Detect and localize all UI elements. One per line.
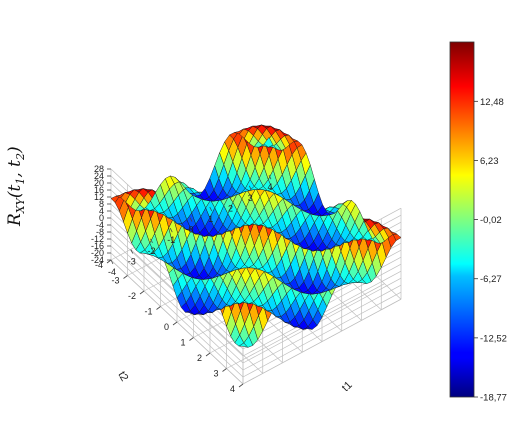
z-tick-label: -12 <box>91 234 104 244</box>
t2-tick-mark <box>123 275 128 279</box>
z-tick-label: 24 <box>94 171 104 181</box>
t2-tick-label: -2 <box>128 291 136 301</box>
t2-tick-label: 0 <box>164 322 169 332</box>
t2-tick-mark <box>172 321 178 326</box>
z-tick-label: 12 <box>94 192 104 202</box>
t2-tick-mark <box>156 306 161 310</box>
t2-tick-mark <box>106 259 112 264</box>
colorbar-tick-label: -6,27 <box>480 274 502 285</box>
t2-tick-label: -4 <box>95 260 103 270</box>
t1-tick-mark <box>169 228 173 233</box>
gridline <box>110 252 244 378</box>
t2-tick-label: 2 <box>197 353 202 363</box>
t2-tick-label: 1 <box>180 338 185 348</box>
surface-patch <box>263 136 274 148</box>
z-tick-label: 20 <box>94 178 104 188</box>
t1-tick-mark <box>229 196 232 201</box>
colorbar-gradient <box>449 41 475 398</box>
t1-tick-mark <box>268 175 272 180</box>
gridline <box>242 284 402 371</box>
t1-tick-label: 2 <box>228 203 233 213</box>
t1-tick-label: 1 <box>208 214 213 224</box>
z-tick-label: 16 <box>94 185 104 195</box>
t1-tick-mark <box>130 249 134 254</box>
z-tick-label: -16 <box>91 241 104 251</box>
colorbar-tick-label: 6,23 <box>480 156 499 167</box>
t2-tick-mark <box>222 368 227 372</box>
axis-label-t1: t1 <box>340 379 355 394</box>
t1-tick-mark <box>110 259 114 265</box>
t1-tick-label: -3 <box>128 256 136 266</box>
colorbar-tick-label: -12,52 <box>480 333 507 344</box>
t2-tick-mark <box>205 352 211 357</box>
z-tick-label: -4 <box>96 220 104 230</box>
surface-plot <box>110 124 402 348</box>
t1-tick-label: 0 <box>188 225 193 235</box>
t1-tick-mark <box>150 238 153 243</box>
t2-tick-label: -1 <box>144 307 152 317</box>
t1-tick-label: 3 <box>248 193 253 203</box>
gridline <box>242 298 402 385</box>
z-tick-label: 0 <box>99 213 104 223</box>
t1-tick-mark <box>189 217 193 222</box>
t1-tick-mark <box>209 206 213 212</box>
t2-tick-label: -3 <box>111 276 119 286</box>
z-axis-label: RXY(t1, t2) <box>5 146 27 227</box>
t1-tick-mark <box>248 185 252 190</box>
z-tick-label: -24 <box>91 255 104 265</box>
t2-tick-mark <box>189 337 194 341</box>
gridline <box>242 291 402 378</box>
gridline <box>242 277 402 364</box>
t2-tick-mark <box>139 290 145 295</box>
z-tick-label: -20 <box>91 248 104 258</box>
colorbar-tick-label: -18,77 <box>480 393 507 404</box>
gridline <box>110 245 244 371</box>
z-tick-label: -8 <box>96 227 104 237</box>
t2-tick-mark <box>238 383 244 388</box>
z-tick-label: 4 <box>99 206 104 216</box>
z-tick-label: 8 <box>99 199 104 209</box>
t1-tick-label: 4 <box>267 182 272 192</box>
colorbar-tick-label: -0,02 <box>480 215 502 226</box>
colorbar: 12,48 6,23 -0,02 -6,27 -12,52 -18,77 <box>449 41 507 404</box>
t1-tick-label: -1 <box>167 235 175 245</box>
axis-label-t2: t2 <box>115 370 130 384</box>
t1-tick-label: -4 <box>108 267 116 277</box>
z-tick-label: 28 <box>94 164 104 174</box>
gridline <box>110 238 244 364</box>
t2-tick-label: 4 <box>230 384 235 394</box>
colorbar-tick-label: 12,48 <box>480 97 504 108</box>
t2-tick-label: 3 <box>213 369 218 379</box>
t1-tick-label: -2 <box>147 246 155 256</box>
